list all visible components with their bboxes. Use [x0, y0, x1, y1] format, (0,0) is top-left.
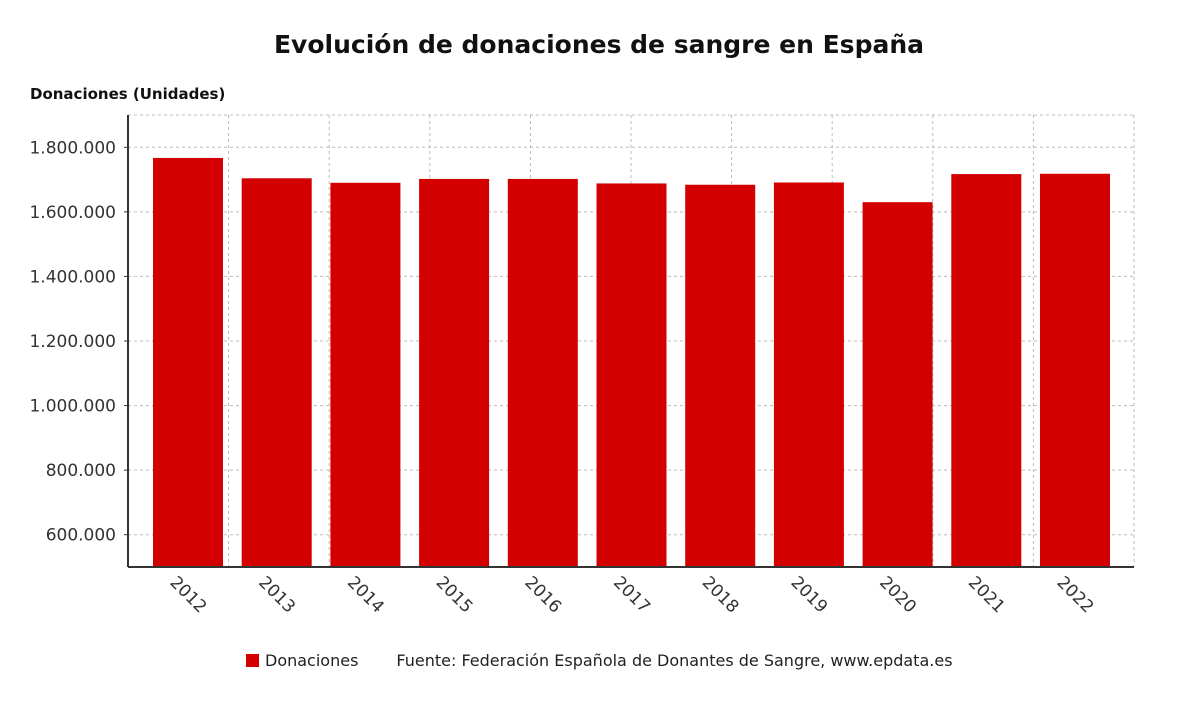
y-tick-label: 1.200.000 — [29, 332, 116, 352]
bar-2022 — [1040, 173, 1110, 567]
bar-2019 — [773, 182, 844, 567]
y-tick-label: 600.000 — [46, 526, 116, 546]
x-tick-label: 2015 — [432, 573, 477, 618]
bar-2017 — [596, 183, 667, 567]
x-tick-label: 2012 — [166, 573, 211, 618]
legend: Donaciones Fuente: Federación Española d… — [246, 651, 953, 670]
x-tick-label: 2016 — [520, 573, 565, 618]
x-tick-label: 2019 — [787, 573, 832, 618]
x-tick-label: 2022 — [1053, 573, 1098, 618]
bar-2014 — [330, 182, 401, 568]
x-tick-label: 2020 — [875, 573, 920, 618]
bar-2016 — [507, 178, 578, 567]
x-tick-label: 2021 — [964, 573, 1009, 618]
chart-title: Evolución de donaciones de sangre en Esp… — [273, 30, 924, 59]
y-tick-label: 800.000 — [46, 461, 116, 481]
bar-2015 — [419, 178, 490, 567]
y-tick-label: 1.800.000 — [29, 138, 116, 158]
x-tick-label: 2014 — [343, 573, 388, 618]
y-tick-label: 1.000.000 — [29, 397, 116, 417]
y-tick-label: 1.400.000 — [29, 267, 116, 287]
bar-2020 — [862, 202, 933, 567]
bar-2021 — [951, 174, 1022, 567]
x-tick-label: 2013 — [254, 573, 299, 618]
y-axis-label: Donaciones (Unidades) — [30, 85, 226, 103]
source-note: Fuente: Federación Española de Donantes … — [396, 651, 953, 670]
bar-2018 — [685, 184, 756, 568]
x-tick-label: 2018 — [698, 573, 743, 618]
x-tick-label: 2017 — [609, 573, 654, 618]
legend-label: Donaciones — [265, 651, 359, 670]
bar-2012 — [153, 157, 223, 567]
legend-swatch — [246, 654, 259, 667]
bar-2013 — [241, 178, 312, 567]
y-tick-label: 1.600.000 — [29, 203, 116, 223]
